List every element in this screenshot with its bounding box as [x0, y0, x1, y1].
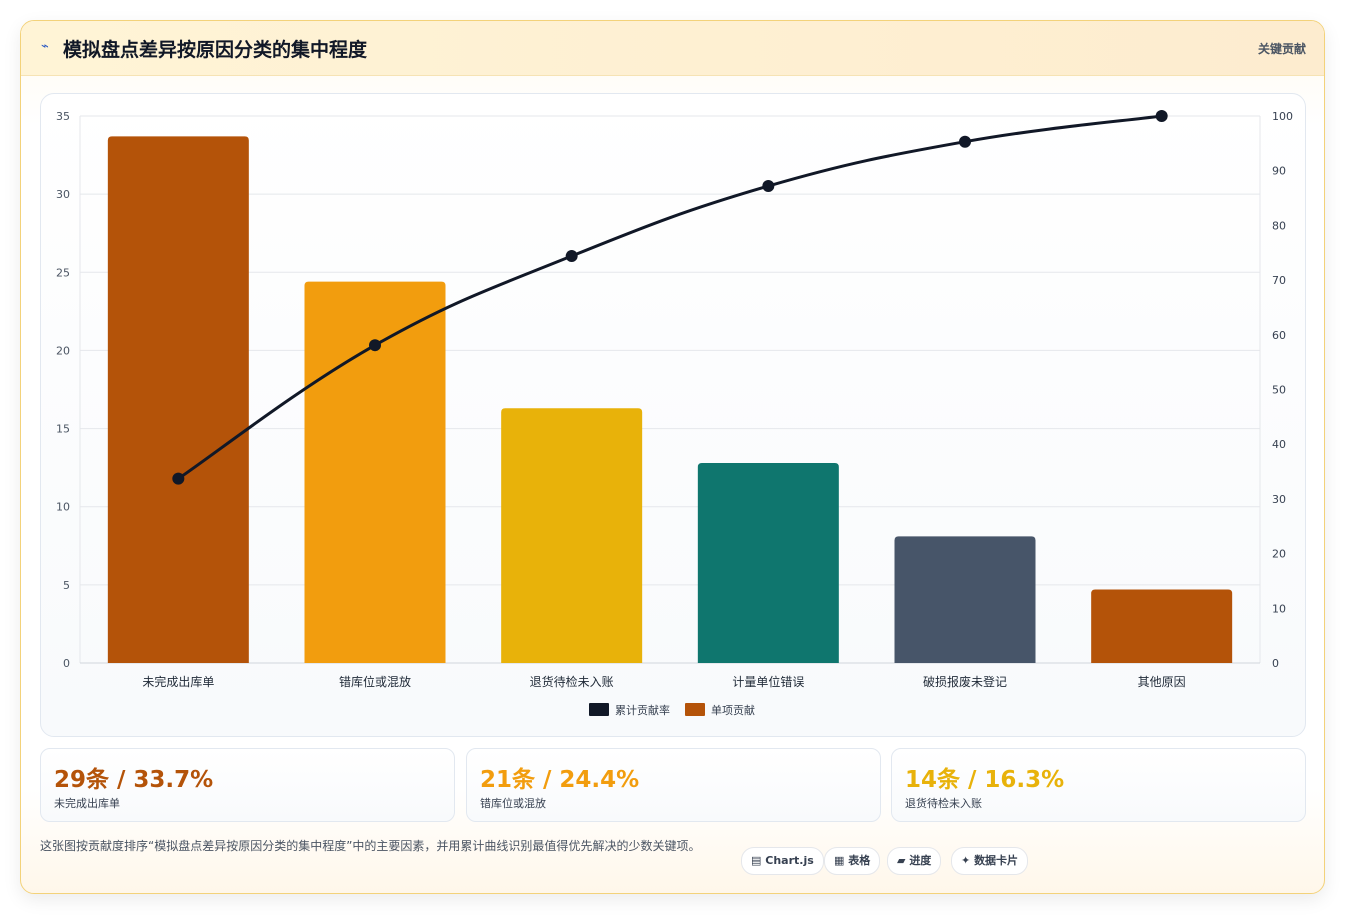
sparkle-icon: ✦ — [961, 854, 971, 867]
x-tick-label: 错库位或混放 — [339, 674, 411, 689]
progress-icon: ▰ — [897, 854, 906, 867]
key-contribution-tag: 关键贡献 — [1257, 42, 1306, 56]
stat-value: 14条 / 16.3% — [905, 767, 1065, 793]
x-tick-label: 破损报废未登记 — [923, 674, 1007, 689]
chart-icon: ▤ — [751, 854, 762, 867]
cumulative-line — [177, 114, 1162, 480]
legend-swatch — [685, 703, 705, 716]
x-tick-label: 计量单位错误 — [732, 674, 804, 689]
stat-label: 未完成出库单 — [54, 797, 120, 810]
y-right-tick-label: 100 — [1272, 110, 1293, 123]
y-right-tick-label: 60 — [1272, 329, 1286, 342]
x-tick-label: 退货待检未入账 — [530, 674, 614, 689]
y-left-tick-label: 20 — [56, 344, 70, 357]
bar — [894, 536, 1036, 663]
y-right-tick-label: 70 — [1272, 274, 1286, 287]
y-right-tick-label: 0 — [1272, 657, 1279, 670]
button-label: 数据卡片 — [974, 854, 1019, 867]
table-icon: ▦ — [834, 854, 845, 867]
cumulative-point — [565, 250, 578, 263]
cumulative-point — [369, 339, 381, 352]
cumulative-point — [959, 135, 971, 148]
y-left-tick-label: 25 — [56, 266, 70, 279]
stat-value: 21条 / 24.4% — [480, 767, 640, 793]
stat-value: 29条 / 33.7% — [54, 767, 214, 793]
bar — [304, 281, 446, 663]
y-right-tick-label: 40 — [1272, 438, 1286, 451]
pareto-chart: 0 5 10 15 20 25 30 35 0 10 20 30 40 50 60 70 80 90 100 未完成出… — [56, 110, 1293, 717]
chart-card: ⌁ 模拟盘点差异按原因分类的集中程度 关键贡献 0 5 10 15 20 25 30 35 0 1… — [20, 20, 1325, 894]
y-right-tick-label: 50 — [1272, 384, 1286, 397]
y-left-tick-label: 10 — [56, 501, 70, 514]
trend-icon: ⌁ — [41, 39, 49, 54]
cumulative-point — [762, 180, 775, 193]
table-button[interactable]: ▦ 表格 — [824, 847, 881, 875]
card-header: ⌁ 模拟盘点差异按原因分类的集中程度 关键贡献 — [21, 21, 1324, 76]
cumulative-point — [172, 472, 185, 485]
chart-panel: 0 5 10 15 20 25 30 35 0 10 20 30 40 50 60 70 80 90 100 未完成出… — [40, 93, 1306, 737]
stat-card-3: 14条 / 16.3% 退货待检未入账 — [891, 748, 1306, 822]
y-right-tick-label: 80 — [1272, 219, 1286, 232]
button-label: 进度 — [909, 854, 932, 867]
y-left-tick-label: 15 — [56, 423, 70, 436]
bar — [1091, 589, 1233, 663]
stat-card-1: 29条 / 33.7% 未完成出库单 — [40, 748, 455, 822]
stat-label: 退货待检未入账 — [905, 797, 982, 810]
legend-swatch — [589, 703, 609, 716]
y-right-tick-label: 20 — [1272, 548, 1286, 561]
legend-label: 单项贡献 — [711, 703, 755, 717]
card-title: 模拟盘点差异按原因分类的集中程度 — [63, 39, 368, 61]
bar — [501, 408, 643, 663]
y-left-tick-label: 0 — [63, 657, 70, 670]
y-left-tick-label: 5 — [63, 579, 70, 592]
progress-button[interactable]: ▰ 进度 — [887, 847, 942, 875]
legend-label: 累计贡献率 — [615, 703, 670, 717]
x-tick-label: 其他原因 — [1138, 675, 1186, 689]
button-label: 表格 — [848, 854, 871, 867]
x-tick-label: 未完成出库单 — [142, 674, 214, 689]
stat-label: 错库位或混放 — [480, 797, 546, 810]
y-left-tick-label: 35 — [56, 110, 70, 123]
cumulative-point — [1155, 110, 1168, 122]
chart-description: 这张图按贡献度排序“模拟盘点差异按原因分类的集中程度”中的主要因素，并用累计曲线… — [40, 839, 701, 853]
y-left-tick-label: 30 — [56, 188, 70, 201]
data-card-button[interactable]: ✦ 数据卡片 — [951, 847, 1029, 875]
button-label: Chart.js — [765, 854, 814, 867]
bar — [697, 462, 839, 663]
stat-card-2: 21条 / 24.4% 错库位或混放 — [466, 748, 881, 822]
bar — [107, 136, 249, 663]
chartjs-button[interactable]: ▤ Chart.js — [741, 847, 824, 875]
y-right-tick-label: 10 — [1272, 602, 1286, 615]
y-right-tick-label: 30 — [1272, 493, 1286, 506]
y-right-tick-label: 90 — [1272, 165, 1286, 178]
